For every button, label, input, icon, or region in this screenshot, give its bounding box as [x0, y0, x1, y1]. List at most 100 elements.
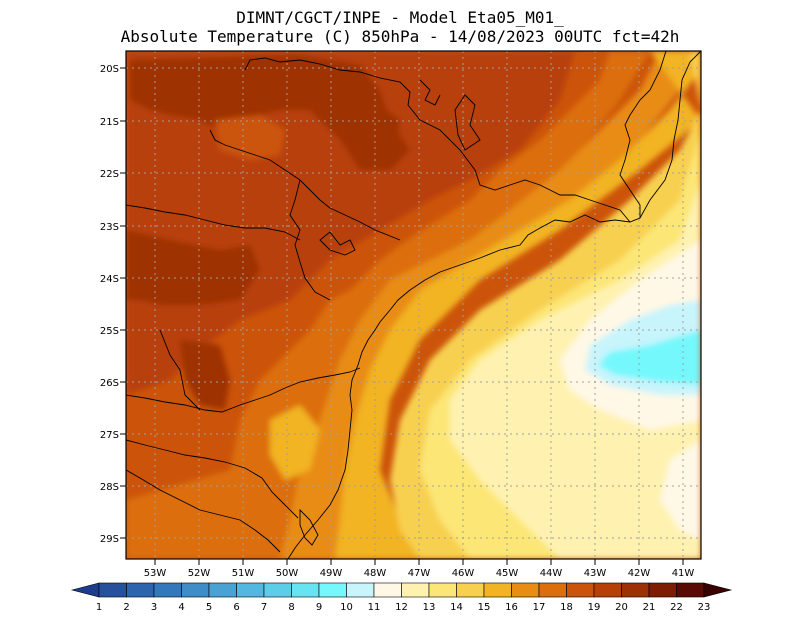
lon-label: 48W: [364, 568, 387, 579]
border-ES-MG: [619, 51, 667, 218]
colorbar-label: 5: [206, 602, 212, 613]
axis-ticks: [120, 67, 684, 565]
colorbar-label: 22: [670, 602, 683, 613]
colorbar-label: 18: [560, 602, 573, 613]
colorbar-bin: [126, 582, 155, 598]
colorbar-label: 23: [698, 602, 711, 613]
colorbar-label: 2: [123, 602, 129, 613]
colorbar-bin: [346, 582, 375, 598]
lat-label: 23S: [100, 222, 119, 233]
colorbar-bin: [98, 582, 127, 598]
map-frame: [125, 50, 702, 560]
coastline: [287, 51, 701, 559]
lat-label: 29S: [100, 534, 119, 545]
chart-title-line1: DIMNT/CGCT/INPE - Model Eta05_M01_: [236, 8, 564, 27]
border-argentina: [159, 329, 201, 411]
border-PR-west: [126, 204, 301, 241]
colorbar-bin: [373, 582, 402, 598]
colorbar-label: 16: [505, 602, 518, 613]
colorbar-bin: [153, 582, 182, 598]
colorbar-bin: [291, 582, 320, 598]
colorbar-label: 3: [151, 602, 157, 613]
field-21-patch-n: [340, 105, 400, 165]
lon-label: 41W: [672, 568, 695, 579]
colorbar-bin: [511, 582, 540, 598]
colorbar-bin: [236, 582, 265, 598]
colorbar-label: 15: [478, 602, 491, 613]
border-river-tiete: [289, 179, 331, 301]
colorbar-label: 14: [450, 602, 463, 613]
temperature-field: [126, 51, 701, 559]
lat-lon-grid: [126, 51, 701, 559]
border-PR-SC: [126, 367, 361, 413]
colorbar-label: 19: [588, 602, 601, 613]
lon-label: 52W: [188, 568, 211, 579]
field-21-patch-sw: [126, 230, 260, 305]
lon-label: 50W: [276, 568, 299, 579]
colorbar-label: 9: [316, 602, 322, 613]
lon-label: 53W: [144, 568, 167, 579]
colorbar-bin: [401, 582, 430, 598]
lat-label: 26S: [100, 378, 119, 389]
colorbar-low-arrow: [70, 582, 100, 598]
colorbar-bin: [456, 582, 485, 598]
field-10-region: [598, 330, 701, 385]
colorbar-bin: [208, 582, 237, 598]
lat-label: 27S: [100, 430, 119, 441]
lon-label: 51W: [232, 568, 255, 579]
colorbar-label: 13: [423, 602, 436, 613]
colorbar: 1 2 3 4 5 6 7 8 9 10 11 12 13 14 15 16 17 18 19 20 21 22 23: [70, 582, 733, 613]
colorbar-label: 7: [261, 602, 267, 613]
colorbar-label: 6: [233, 602, 239, 613]
colorbar-bin: [318, 582, 347, 598]
field-16-patch-sw: [270, 405, 320, 480]
colorbar-label: 11: [368, 602, 381, 613]
lon-label: 42W: [628, 568, 651, 579]
lat-labels: 20S 21S 22S 23S 24S 25S 26S 27S 28S 29S: [100, 64, 119, 545]
chart-title-line2: Absolute Temperature (C) 850hPa - 14/08/…: [120, 27, 680, 46]
colorbar-label: 12: [395, 602, 408, 613]
reservoirs: [454, 94, 481, 151]
field-19-patch-nw: [215, 115, 285, 160]
lon-label: 45W: [496, 568, 519, 579]
colorbar-bin: [428, 582, 457, 598]
colorbar-bin: [483, 582, 512, 598]
bay-sao-paulo: [319, 231, 356, 256]
colorbar-high-arrow: [703, 582, 733, 598]
colorbar-bin: [676, 582, 705, 598]
colorbar-bin: [538, 582, 567, 598]
colorbar-bin: [566, 582, 595, 598]
field-21-patch: [130, 55, 410, 170]
colorbar-label: 10: [340, 602, 353, 613]
colorbar-label: 1: [96, 602, 102, 613]
border-SP-PR: [209, 129, 401, 241]
lat-label: 24S: [100, 274, 119, 285]
lon-label: 46W: [452, 568, 475, 579]
border-uruguay: [126, 469, 281, 553]
lon-label: 44W: [540, 568, 563, 579]
colorbar-label: 17: [533, 602, 546, 613]
lon-label: 43W: [584, 568, 607, 579]
field-21-patch-mid: [180, 340, 230, 410]
lat-label: 28S: [100, 482, 119, 493]
colorbar-bin: [621, 582, 650, 598]
colorbar-bin: [263, 582, 292, 598]
lat-label: 21S: [100, 117, 119, 128]
lat-label: 20S: [100, 64, 119, 75]
field-17-band: [280, 51, 690, 559]
colorbar-bin: [181, 582, 210, 598]
lon-label: 49W: [320, 568, 343, 579]
lat-label: 25S: [100, 326, 119, 337]
border-MG-SP: [244, 57, 631, 223]
colorbar-label: 20: [615, 602, 628, 613]
field-16-band: [335, 51, 701, 559]
river-minas: [419, 79, 441, 106]
field-12-patch-se: [660, 440, 701, 540]
lon-label: 47W: [408, 568, 431, 579]
colorbar-label: 8: [288, 602, 294, 613]
colorbar-bin: [593, 582, 622, 598]
lon-labels: 53W 52W 51W 50W 49W 48W 47W 46W 45W 44W …: [144, 568, 695, 579]
boundaries: [126, 51, 701, 559]
lagoon-patos: [299, 508, 319, 546]
